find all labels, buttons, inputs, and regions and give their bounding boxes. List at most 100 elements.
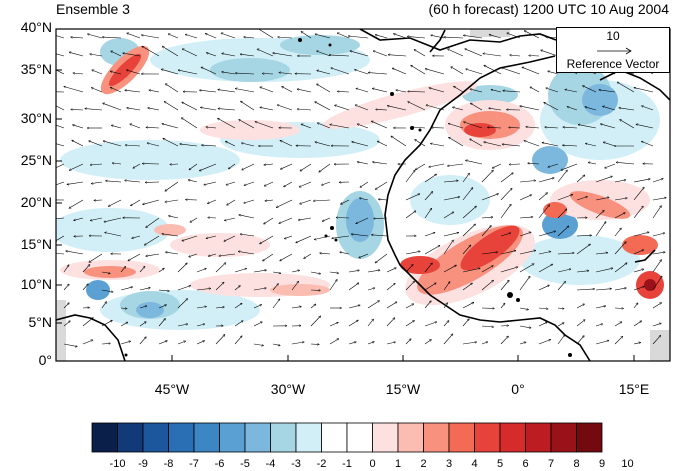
wind-vector [336,218,350,219]
wind-vector [71,109,84,110]
wind-vector [443,233,459,237]
wind-vector [163,138,179,147]
colorbar-box [91,422,118,453]
wind-vector [165,181,179,191]
wind-vector [614,228,621,237]
colorbar-tick-label: 10 [621,458,634,470]
wind-vector [557,308,564,309]
colorbar-box [142,422,169,453]
wind-vector [162,124,179,129]
wind-vector [634,88,654,93]
wind-vector [424,192,433,201]
wind-vector [652,198,666,201]
wind-vector [614,180,626,183]
wind-vector [235,89,255,93]
anomaly-shading [56,35,664,330]
wind-vector [182,49,198,57]
wind-vector [201,67,217,75]
wind-vector [405,339,411,345]
colorbar-tick-label: -1 [342,458,352,470]
wind-vector [424,174,437,183]
wind-vector [605,163,616,168]
wind-vector [284,181,293,187]
wind-vector [484,65,502,75]
wind-vector [538,308,548,309]
wind-vector [633,206,643,219]
wind-vector [360,181,369,187]
wind-vector [317,84,331,93]
wind-vector [215,263,226,273]
wind-vector [652,276,662,291]
wind-vector [158,341,167,345]
wind-vector [341,199,350,204]
colorbar-box [372,422,399,453]
wind-vector [500,251,516,255]
wind-vector [614,263,627,273]
wind-vector [240,234,255,237]
wind-vector [405,194,420,201]
wind-vector [500,233,511,237]
wind-vector [652,303,662,309]
wind-vector [101,302,107,309]
wind-vector [443,334,453,345]
wind-vector [329,55,350,57]
wind-vector [595,253,608,255]
wind-vector [538,205,550,219]
wind-vector [585,144,597,147]
wind-vector [255,122,274,129]
wind-vector [489,35,502,39]
wind-vector [376,109,388,110]
wind-vector [69,52,84,57]
wind-vector [228,163,236,169]
wind-vector [576,304,585,309]
wind-vector [503,91,521,93]
wind-vector [196,307,207,309]
wind-vector [405,304,414,309]
wind-vector [424,340,431,345]
colorbar-tick-label: 0 [369,458,376,470]
wind-vector [291,281,299,291]
wind-vector [112,163,122,164]
wind-vector [132,235,141,238]
wind-vector [652,233,665,237]
wind-vector [544,102,559,111]
wind-vector [125,180,141,183]
wind-vector [500,336,508,345]
wind-vector [196,268,206,273]
wind-vector [425,69,445,75]
wind-vector [633,250,644,255]
wind-vector [196,324,205,327]
wind-vector [272,284,278,291]
wind-vector [199,163,217,171]
wind-vector [614,288,626,291]
wind-vector [355,105,369,111]
lon-label: 15°E [618,381,650,397]
wind-vector [298,217,312,220]
wind-vector [470,139,483,147]
wind-vector [557,209,567,219]
colorbar [91,422,603,453]
wind-vector [509,164,521,165]
wind-vector [356,217,369,224]
colorbar-box [321,422,348,453]
wind-vector [103,103,122,111]
wind-vector [257,49,274,57]
wind-vector [557,253,574,255]
wind-vector [139,306,147,309]
wind-vector [519,232,531,237]
wind-vector [371,235,388,237]
wind-vector [595,341,609,345]
wind-vector [127,108,141,111]
lon-label: 45°W [154,381,190,397]
wind-vector [557,323,564,327]
colorbar-box [550,422,577,453]
wind-vector [206,127,217,128]
wind-vector [291,342,304,345]
colorbar-box [117,422,144,453]
wind-vector [162,234,179,237]
colorbar-tick-label: 8 [573,458,580,470]
colorbar-tick-label: 1 [394,458,402,470]
wind-vector [280,253,293,261]
wind-vector [357,162,369,165]
